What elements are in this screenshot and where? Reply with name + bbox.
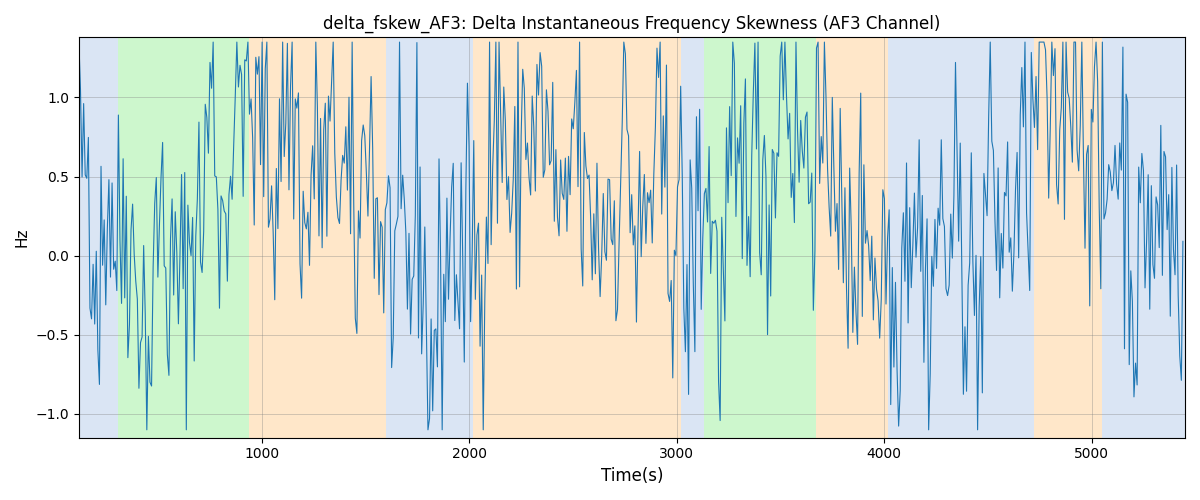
Title: delta_fskew_AF3: Delta Instantaneous Frequency Skewness (AF3 Channel): delta_fskew_AF3: Delta Instantaneous Fre… [323, 15, 941, 34]
X-axis label: Time(s): Time(s) [601, 467, 664, 485]
Bar [413, 38, 473, 438]
Y-axis label: Hz: Hz [14, 228, 30, 248]
Bar [1033, 38, 1102, 438]
Bar [888, 38, 1033, 438]
Bar [386, 38, 413, 438]
Bar [119, 38, 250, 438]
Bar [79, 38, 119, 438]
Bar [473, 38, 680, 438]
Bar [703, 38, 816, 438]
Bar [250, 38, 386, 438]
Bar [680, 38, 703, 438]
Bar [1102, 38, 1186, 438]
Bar [816, 38, 888, 438]
